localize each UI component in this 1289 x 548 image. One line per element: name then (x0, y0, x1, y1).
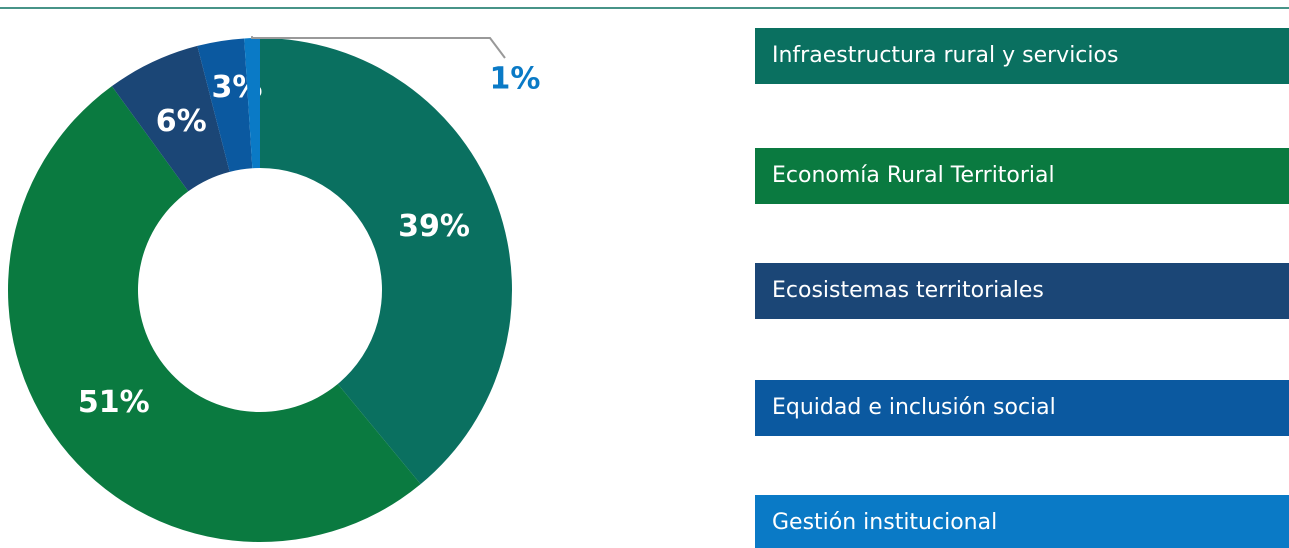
value-label: 6% (156, 104, 207, 139)
donut-slice (244, 38, 260, 169)
legend-label: Gestión institucional (772, 510, 997, 535)
legend-label: Ecosistemas territoriales (772, 278, 1044, 303)
legend-label: Infraestructura rural y servicios (772, 43, 1118, 68)
leader-line (251, 36, 506, 59)
donut-slice (260, 38, 513, 485)
value-label: 1% (490, 62, 541, 97)
legend-swatch (755, 495, 1289, 548)
legend-swatch (755, 263, 1289, 319)
value-label: 39% (398, 209, 470, 244)
donut-slice (197, 38, 253, 172)
legend-swatch (755, 380, 1289, 436)
legend-label: Economía Rural Territorial (772, 163, 1055, 188)
legend-swatch (755, 28, 1289, 84)
donut-slice (111, 45, 230, 192)
value-label: 51% (78, 385, 150, 420)
donut: 39%51%6%3% 1% (8, 36, 540, 542)
legend-label: Equidad e inclusión social (772, 395, 1056, 420)
legend: Infraestructura rural y servicios Economí… (755, 28, 1289, 548)
donut-slice (8, 86, 421, 542)
legend-swatch (755, 148, 1289, 204)
